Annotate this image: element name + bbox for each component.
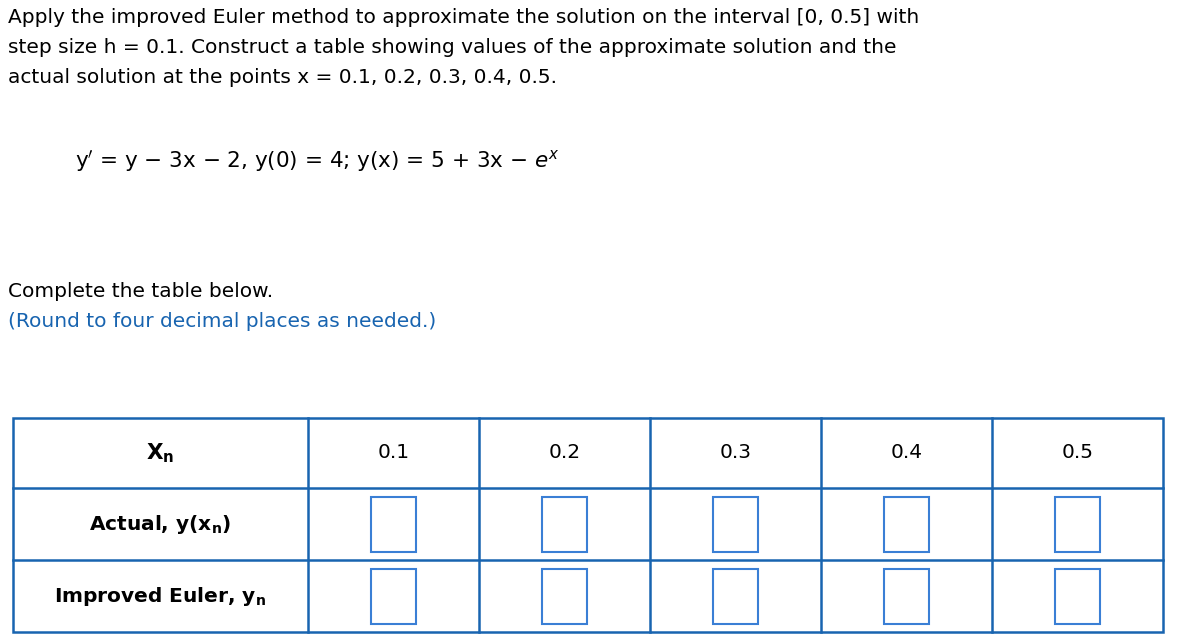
Bar — [885, 569, 929, 624]
Bar — [542, 569, 587, 624]
Text: $\mathbf{X_n}$: $\mathbf{X_n}$ — [146, 441, 175, 465]
Text: 0.2: 0.2 — [548, 443, 581, 463]
Bar — [542, 497, 587, 551]
Bar — [885, 497, 929, 551]
Text: y$'$ = y $-$ 3x $-$ 2, y(0) = 4; y(x) = 5 + 3x $-$ $e^x$: y$'$ = y $-$ 3x $-$ 2, y(0) = 4; y(x) = … — [76, 148, 560, 174]
Text: 0.3: 0.3 — [719, 443, 751, 463]
Text: Improved Euler, $\mathbf{y_n}$: Improved Euler, $\mathbf{y_n}$ — [54, 585, 267, 608]
Text: 0.5: 0.5 — [1062, 443, 1094, 463]
Text: 0.1: 0.1 — [378, 443, 410, 463]
Text: Complete the table below.: Complete the table below. — [8, 282, 273, 301]
Text: Apply the improved Euler method to approximate the solution on the interval [0, : Apply the improved Euler method to appro… — [8, 8, 919, 27]
Text: Actual, $\mathbf{y}$($\mathbf{x_n}$): Actual, $\mathbf{y}$($\mathbf{x_n}$) — [90, 512, 231, 535]
Text: actual solution at the points x = 0.1, 0.2, 0.3, 0.4, 0.5.: actual solution at the points x = 0.1, 0… — [8, 68, 557, 87]
Bar — [371, 569, 416, 624]
Bar — [713, 497, 758, 551]
Bar — [1055, 569, 1100, 624]
Text: step size h = 0.1. Construct a table showing values of the approximate solution : step size h = 0.1. Construct a table sho… — [8, 38, 896, 57]
Text: 0.4: 0.4 — [890, 443, 922, 463]
Text: (Round to four decimal places as needed.): (Round to four decimal places as needed.… — [8, 312, 436, 331]
Bar — [371, 497, 416, 551]
Bar — [713, 569, 758, 624]
Bar — [1055, 497, 1100, 551]
